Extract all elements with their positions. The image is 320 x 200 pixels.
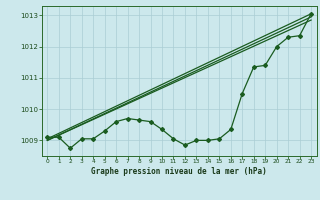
X-axis label: Graphe pression niveau de la mer (hPa): Graphe pression niveau de la mer (hPa) [91,167,267,176]
